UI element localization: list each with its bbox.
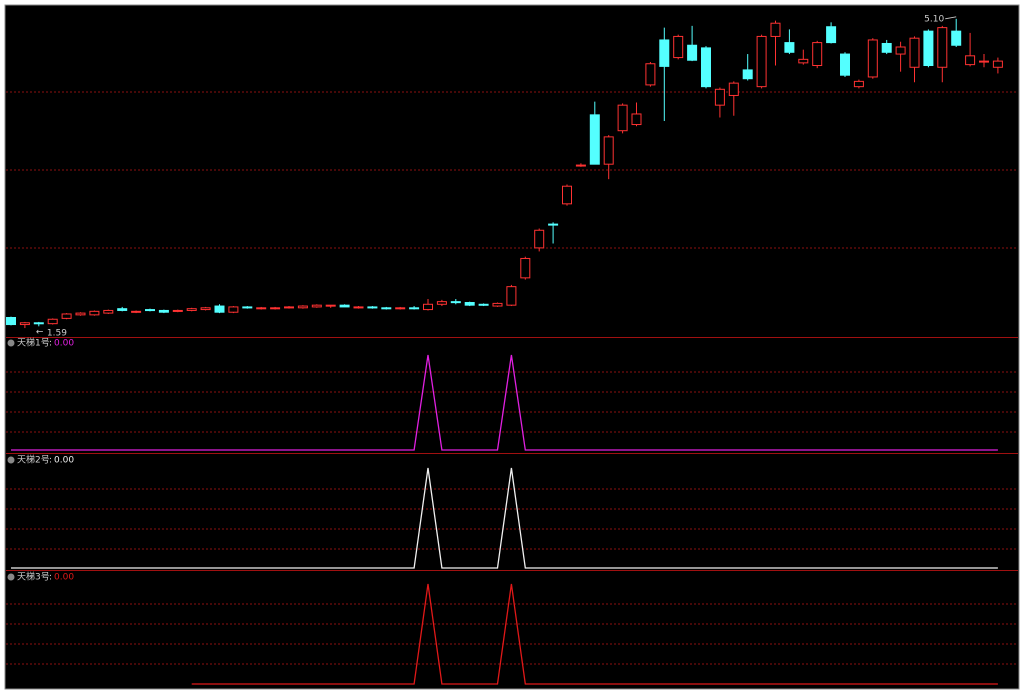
candle-body	[881, 42, 892, 53]
candle-body	[603, 136, 614, 165]
candle-body	[714, 88, 725, 106]
candle-body	[353, 306, 364, 309]
candle-body	[798, 58, 809, 64]
candle-body	[979, 60, 989, 63]
candle-body	[284, 306, 294, 309]
candle-body	[951, 30, 962, 46]
candle-body	[562, 185, 572, 205]
candle-body	[617, 104, 628, 132]
candle-body	[172, 309, 183, 312]
candle-body	[297, 305, 308, 309]
panel-colon: :	[49, 456, 52, 466]
candle-body	[423, 303, 433, 311]
high-annotation: 5.10	[924, 14, 944, 24]
panel-title: 天梯2号	[17, 454, 50, 466]
candle-body	[840, 53, 850, 76]
candle-body	[145, 309, 155, 312]
candle-body	[853, 80, 864, 88]
candle-body	[923, 30, 934, 67]
candle-body	[89, 310, 100, 316]
candle-body	[548, 223, 559, 226]
candle-body	[770, 22, 781, 37]
candle-body	[478, 303, 489, 306]
grid	[6, 91, 1018, 665]
candle-body	[756, 35, 767, 88]
candle-body	[103, 309, 114, 314]
candle-body	[311, 304, 322, 308]
candle-body	[47, 318, 58, 325]
candle-body	[33, 322, 44, 325]
candle-body	[659, 39, 670, 67]
panel-colon: :	[49, 573, 52, 583]
candle-body	[895, 46, 906, 55]
candle-body	[965, 55, 976, 66]
indicator-line	[191, 583, 998, 685]
candle-body	[117, 308, 128, 311]
panel-title: 天梯3号	[17, 571, 50, 583]
panel-colon: :	[49, 339, 52, 349]
candle-body	[492, 302, 503, 307]
candle-body	[464, 302, 475, 306]
low-arrow: ←	[36, 328, 44, 338]
candle-body	[575, 164, 586, 167]
candle-body	[992, 60, 1003, 68]
panel-icon	[7, 573, 15, 581]
candle-body	[589, 114, 600, 165]
candle-body	[19, 322, 30, 326]
candle-body	[61, 313, 72, 319]
candle-body	[339, 304, 350, 308]
candle-body	[784, 42, 795, 53]
panel-icon	[7, 339, 15, 347]
candle-body	[367, 306, 378, 309]
candle-body	[409, 307, 420, 310]
candle-body	[228, 306, 239, 313]
panel-title: 天梯1号	[17, 337, 50, 349]
candle-body	[186, 308, 197, 311]
panel-icon	[7, 456, 15, 464]
candle-body	[909, 37, 920, 68]
candle-body	[937, 27, 948, 68]
candle-body	[506, 286, 517, 306]
candle-body	[131, 310, 142, 313]
candle-body	[687, 44, 698, 61]
candle-body	[242, 306, 253, 309]
indicator-line	[11, 354, 998, 451]
candle-body	[701, 47, 711, 88]
candle-body	[214, 305, 225, 313]
candle-body	[158, 309, 169, 313]
chart-frame	[4, 4, 1020, 690]
candle-body	[728, 82, 739, 96]
separators	[6, 337, 1018, 571]
candle-body	[6, 316, 16, 326]
panel-current-value: 0.00	[54, 339, 74, 349]
candle-body	[673, 35, 684, 59]
candle-body	[325, 304, 336, 307]
candle-body	[256, 307, 267, 310]
candle-body	[381, 307, 392, 310]
high-arrow	[945, 16, 957, 20]
candle-body	[520, 257, 531, 279]
candle-body	[742, 69, 753, 80]
candle-body	[645, 63, 656, 86]
candle-body	[867, 39, 878, 78]
candle-body	[395, 307, 406, 310]
indicator-line	[11, 467, 998, 569]
candle-body	[631, 113, 642, 126]
candle-body	[75, 312, 86, 316]
candle-body	[812, 42, 823, 67]
candle-body	[450, 301, 461, 304]
panel-current-value: 0.00	[54, 573, 74, 583]
candle-body	[436, 301, 447, 305]
panel-current-value: 0.00	[54, 456, 74, 466]
candle-body	[534, 229, 545, 249]
low-annotation: 1.59	[47, 329, 67, 339]
candle-body	[270, 307, 281, 310]
candle-body	[826, 26, 837, 44]
candle-body	[200, 307, 211, 311]
